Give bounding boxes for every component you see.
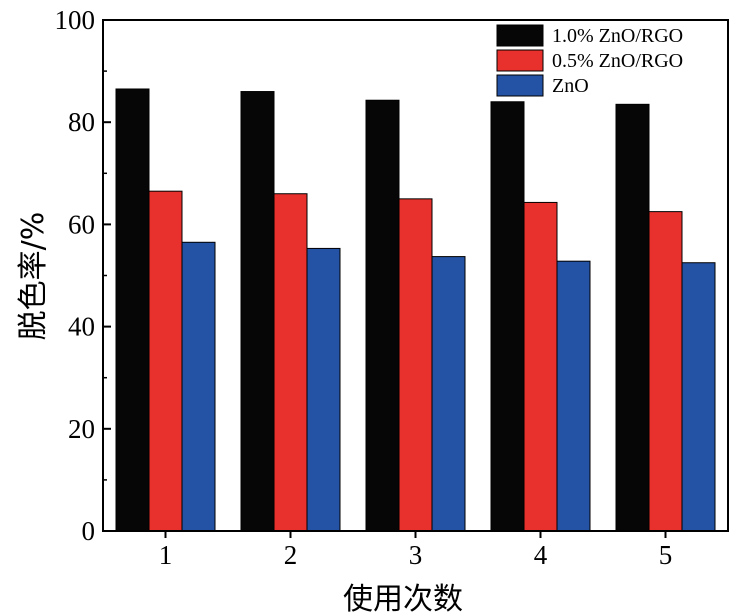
y-tick-label: 80 [68,107,95,137]
y-axis: 0 20 40 60 80 100 [55,5,111,546]
legend-label: ZnO [552,75,589,97]
bar-2-2 [273,193,308,532]
y-axis-title: 脱色率/% [16,212,51,341]
x-axis-title: 使用次数 [343,582,463,616]
bar-3-4 [556,260,591,532]
bar-3-3 [431,256,466,532]
bar-1-4 [490,101,525,532]
y-tick-label: 20 [68,414,95,444]
y-tick-label: 40 [68,312,95,342]
bar-2-5 [648,211,683,532]
x-tick-label: 4 [534,540,548,570]
y-tick-label: 60 [68,209,95,239]
bar-1-5 [615,103,650,532]
legend-label: 1.0% ZnO/RGO [552,25,683,47]
x-tick-label: 3 [409,540,423,570]
bar-3-1 [181,241,216,532]
y-tick-label: 0 [82,516,96,546]
x-tick-label: 1 [159,540,173,570]
legend-swatch [496,74,544,97]
bar-1-2 [240,91,275,532]
bar-1-1 [115,88,150,532]
y-tick-label: 100 [55,5,96,35]
bars-layer [115,88,716,532]
bar-3-5 [681,262,716,532]
legend: 1.0% ZnO/RGO 0.5% ZnO/RGO ZnO [496,24,683,97]
bar-2-3 [398,198,433,532]
legend-swatch [496,24,544,47]
legend-label: 0.5% ZnO/RGO [552,50,683,72]
bar-1-3 [365,99,400,532]
x-axis: 1 2 3 4 5 [159,531,673,570]
bar-2-1 [148,190,183,532]
bar-2-4 [523,201,558,532]
legend-swatch [496,49,544,72]
bar-3-2 [306,247,341,532]
x-tick-label: 5 [659,540,673,570]
x-tick-label: 2 [284,540,298,570]
